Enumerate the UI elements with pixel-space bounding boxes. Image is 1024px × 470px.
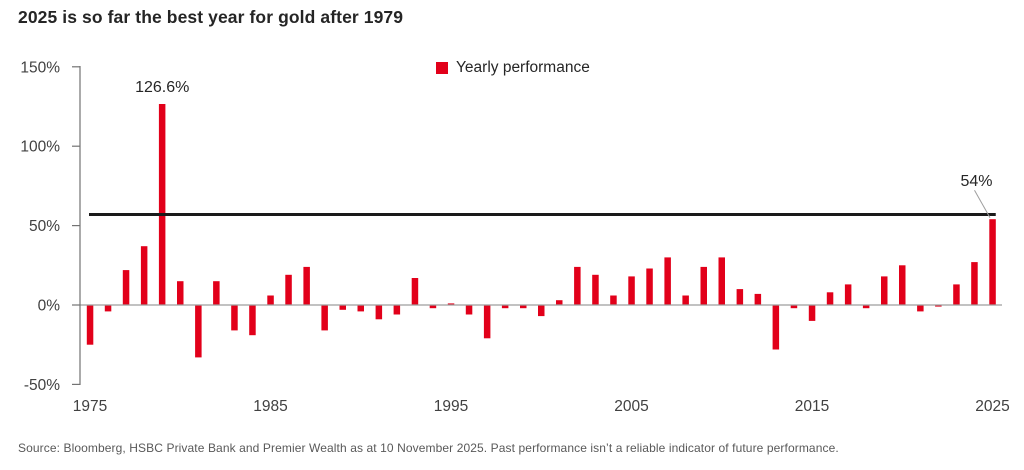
x-tick-label-2015: 2015 <box>795 398 829 415</box>
y-tick-label-0: 0% <box>38 298 61 315</box>
bar-1982 <box>213 281 220 305</box>
source-note: Source: Bloomberg, HSBC Private Bank and… <box>18 441 839 455</box>
bar-2022 <box>935 305 942 307</box>
bar-1994 <box>429 305 437 309</box>
x-tick-label-1995: 1995 <box>434 398 468 415</box>
x-tick-label-1975: 1975 <box>73 398 107 415</box>
bar-1996 <box>465 305 473 315</box>
bar-2015 <box>808 305 816 321</box>
x-tick-label-2005: 2005 <box>614 398 648 415</box>
y-tick-label-150: 150% <box>20 59 60 76</box>
bar-2013 <box>772 305 780 350</box>
bar-1989 <box>339 305 346 310</box>
annotation-126.6pct: 126.6% <box>135 79 189 96</box>
bar-2024 <box>971 262 978 305</box>
bar-1999 <box>520 305 527 309</box>
bar-2025 <box>989 219 996 305</box>
bar-1998 <box>501 305 509 309</box>
bar-2004 <box>610 295 617 305</box>
legend-swatch-red-square <box>436 62 448 74</box>
bar-1981 <box>195 305 202 358</box>
bar-1979 <box>158 104 166 305</box>
bar-2017 <box>844 284 852 305</box>
y-tick-label--50: -50% <box>24 377 60 394</box>
bar-1987 <box>303 266 310 305</box>
legend: Yearly performance <box>436 59 590 77</box>
bar-1986 <box>285 274 292 305</box>
bar-2009 <box>700 266 707 305</box>
bar-2011 <box>736 289 744 305</box>
bar-1992 <box>393 305 401 315</box>
bar-1980 <box>177 281 184 305</box>
bar-2005 <box>628 276 635 305</box>
bar-1995 <box>447 303 455 305</box>
bar-1975 <box>86 305 94 345</box>
bar-1988 <box>321 305 328 331</box>
bar-1985 <box>267 295 274 305</box>
bar-1991 <box>375 305 383 320</box>
bar-2006 <box>646 268 653 305</box>
bar-1983 <box>231 305 238 331</box>
bar-1978 <box>140 246 148 305</box>
bar-2019 <box>881 276 888 305</box>
bar-2020 <box>899 265 906 305</box>
bar-2021 <box>917 305 924 312</box>
bar-1977 <box>122 270 130 305</box>
bar-1976 <box>104 305 112 312</box>
bar-2003 <box>592 274 599 305</box>
chart-title: 2025 is so far the best year for gold af… <box>18 7 404 27</box>
bar-2002 <box>574 266 581 305</box>
bar-2008 <box>682 295 689 305</box>
y-tick-label-50: 50% <box>29 218 60 235</box>
bar-2010 <box>718 257 725 305</box>
bar-2018 <box>862 305 870 309</box>
bar-2014 <box>790 305 798 309</box>
legend-label: Yearly performance <box>456 59 590 76</box>
bar-2000 <box>538 305 545 317</box>
x-tick-label-2025: 2025 <box>975 398 1009 415</box>
bar-2016 <box>826 292 834 305</box>
bar-1993 <box>411 278 419 305</box>
annotation-54pct: 54% <box>960 173 992 190</box>
bar-2001 <box>556 300 563 305</box>
bar-1990 <box>357 305 364 312</box>
bar-1984 <box>249 305 256 336</box>
bar-1997 <box>483 305 491 339</box>
bar-2023 <box>953 284 960 305</box>
bar-2012 <box>754 293 762 305</box>
y-tick-label-100: 100% <box>20 139 60 156</box>
x-tick-label-1985: 1985 <box>253 398 287 415</box>
bar-2007 <box>664 257 671 305</box>
annotation-leader-line <box>974 190 991 218</box>
